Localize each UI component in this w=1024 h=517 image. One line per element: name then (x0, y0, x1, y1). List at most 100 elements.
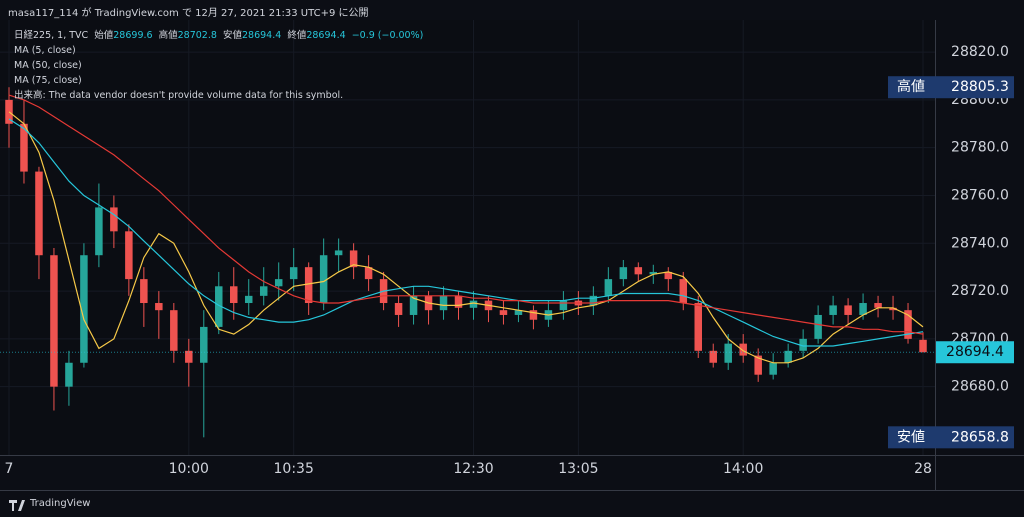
candle-body (919, 339, 927, 353)
candle-body (125, 231, 133, 280)
candle-body (95, 207, 103, 256)
candle-body (634, 267, 643, 275)
candle-body (334, 250, 343, 256)
candle-body (409, 295, 418, 315)
marker-label: 安値 (897, 429, 925, 445)
y-tick-label: 28820.0 (951, 44, 1009, 60)
candle-body (80, 255, 88, 363)
candle-body (589, 295, 598, 306)
candle-body (319, 255, 328, 304)
candle-body (709, 350, 717, 363)
close-label: 終値 (287, 30, 307, 41)
x-tick-label: 28 (914, 461, 932, 477)
brand: TradingView (30, 498, 91, 509)
candle-body (559, 300, 568, 311)
candle-body (499, 310, 508, 315)
candle-body (230, 286, 238, 304)
marker-value: 28658.8 (951, 429, 1009, 445)
candle-body (904, 310, 912, 339)
x-tick-label: 10:00 (169, 461, 209, 477)
candle-body (259, 286, 268, 296)
candle-body (155, 303, 163, 311)
y-tick-label: 28740.0 (951, 235, 1009, 251)
ma-legend: MA (50, close) (14, 60, 82, 71)
low-value: 28694.4 (241, 30, 282, 41)
ma-legend: MA (75, close) (14, 75, 82, 86)
ohlc-legend: 日経225, 1, TVC 始値28699.6 高値28702.8 安値2869… (14, 28, 423, 43)
candle-body (454, 295, 463, 308)
candle-body (20, 123, 28, 172)
brand-logo (9, 500, 25, 511)
candle-body (754, 355, 762, 375)
last-price-label: 28694.4 (946, 344, 1004, 360)
x-tick-label: 10:35 (274, 461, 314, 477)
y-tick-label: 28780.0 (951, 140, 1009, 156)
candle-body (110, 207, 118, 232)
ma-line (8, 111, 924, 364)
candle-body (140, 279, 148, 304)
candle-body (739, 343, 747, 356)
candle-body (874, 303, 882, 308)
ma-legend: MA (5, close) (14, 45, 76, 56)
candle-body (814, 314, 822, 339)
y-tick-label: 28720.0 (951, 283, 1009, 299)
marker-label: 高値 (897, 78, 925, 95)
candle-body (619, 267, 628, 280)
candle-body (274, 279, 283, 287)
y-tick-label: 28760.0 (951, 187, 1009, 203)
candle-body (784, 350, 792, 363)
x-tick-label: 7 (5, 461, 14, 477)
candle-body (514, 310, 523, 315)
candle-body (529, 310, 538, 320)
candle-body (304, 267, 313, 304)
candle-body (170, 310, 178, 351)
high-label: 高値 (158, 30, 178, 41)
high-value: 28702.8 (177, 30, 217, 41)
candle-body (200, 326, 208, 363)
open-value: 28699.6 (113, 30, 153, 41)
candle-body (664, 271, 673, 280)
symbol: 日経225, 1, TVC (14, 30, 89, 41)
candle-body (364, 267, 373, 280)
candle-body (35, 171, 43, 256)
candle-body (469, 300, 478, 308)
candle-body (439, 295, 448, 311)
publish-info: masa117_114 が TradingView.com で 12月 27, … (8, 8, 369, 19)
ma-line (8, 118, 924, 347)
candle-body (694, 303, 702, 351)
candle-body (679, 279, 688, 304)
candle-body (394, 303, 403, 315)
candle-body (50, 255, 58, 387)
last-price-box (936, 341, 1014, 364)
candle-body (604, 279, 613, 296)
candle-body (649, 271, 658, 275)
marker-value: 28805.3 (951, 79, 1009, 95)
x-tick-label: 13:05 (558, 461, 598, 477)
candle-body (799, 338, 807, 351)
legend: 日経225, 1, TVC 始値28699.6 高値28702.8 安値2869… (14, 28, 423, 103)
open-label: 始値 (94, 30, 114, 41)
x-tick-label: 14:00 (723, 461, 763, 477)
candle-body (889, 307, 897, 311)
marker-box (888, 426, 1014, 449)
candle-body (289, 267, 298, 280)
change: −0.9 (−0.00%) (351, 30, 424, 41)
y-tick-label: 28680.0 (951, 379, 1009, 395)
ma-line (8, 94, 924, 335)
candle-body (215, 286, 223, 327)
marker-box (888, 76, 1014, 99)
candle-body (829, 305, 837, 315)
x-tick-label: 12:30 (453, 461, 493, 477)
candle-body (185, 350, 193, 363)
volume-note: 出来高: The data vendor doesn't provide vol… (14, 90, 344, 101)
close-value: 28694.4 (306, 30, 346, 41)
low-label: 安値 (222, 30, 242, 41)
candle-body (724, 343, 732, 363)
candle-body (349, 250, 358, 268)
candle-body (859, 303, 867, 315)
candle-body (244, 295, 253, 304)
candle-body (65, 362, 73, 387)
candle-body (769, 362, 777, 375)
